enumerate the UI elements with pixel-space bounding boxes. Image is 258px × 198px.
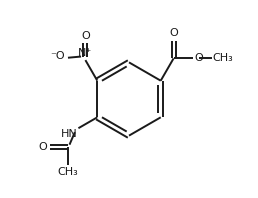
Text: O: O	[81, 31, 90, 41]
Text: N⁺: N⁺	[78, 48, 93, 58]
Text: O: O	[39, 142, 47, 152]
Text: HN: HN	[60, 129, 77, 139]
Text: O: O	[169, 28, 178, 38]
Text: CH₃: CH₃	[57, 167, 78, 177]
Text: O: O	[194, 53, 203, 63]
Text: CH₃: CH₃	[213, 53, 233, 63]
Text: ⁻O: ⁻O	[50, 51, 65, 61]
